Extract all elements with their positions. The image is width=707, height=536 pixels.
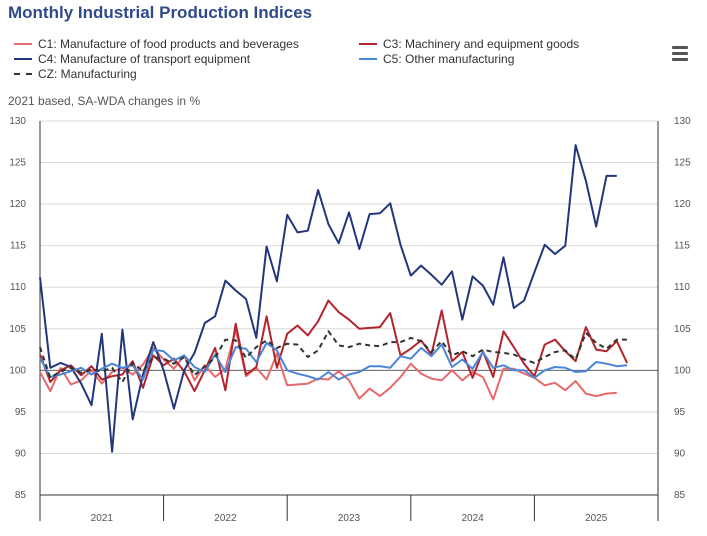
y-tick-label-left: 100 [9, 365, 26, 376]
x-tick-label: 2023 [338, 513, 361, 524]
series-line-4 [39, 330, 628, 383]
y-tick-label-right: 125 [674, 158, 691, 169]
y-tick-label-left: 130 [9, 116, 26, 127]
y-tick-label-right: 105 [674, 324, 691, 335]
y-tick-label-right: 90 [674, 448, 686, 459]
y-tick-label-left: 105 [9, 324, 26, 335]
legend-item-c5[interactable]: C5: Other manufacturing [359, 52, 514, 66]
y-tick-label-right: 115 [674, 241, 690, 252]
series-line-3 [39, 341, 628, 381]
legend-swatch-c5 [359, 58, 377, 60]
legend-label-c4: C4: Manufacture of transport equipment [38, 52, 251, 66]
y-tick-label-right: 120 [674, 199, 691, 210]
legend-swatch-c3 [359, 43, 377, 45]
legend-swatch-c1 [14, 43, 32, 45]
series-line-2 [39, 144, 617, 453]
hamburger-menu-icon[interactable] [670, 46, 690, 62]
chart-subtitle: 2021 based, SA-WDA changes in % [8, 94, 201, 108]
y-tick-label-left: 125 [9, 158, 26, 169]
y-tick-label-left: 120 [9, 199, 26, 210]
y-tick-label-left: 85 [15, 490, 27, 501]
legend-swatch-cz [14, 73, 32, 75]
legend-swatch-c4 [14, 58, 32, 60]
y-tick-label-left: 115 [10, 241, 26, 252]
chart-title: Monthly Industrial Production Indices [8, 3, 313, 22]
x-tick-label: 2024 [461, 513, 484, 524]
legend-label-c5: C5: Other manufacturing [383, 52, 515, 66]
y-tick-label-right: 100 [674, 365, 691, 376]
y-tick-label-right: 95 [674, 407, 686, 418]
legend-item-cz[interactable]: CZ: Manufacturing [14, 67, 137, 81]
y-tick-label-left: 90 [15, 448, 27, 459]
y-tick-label-left: 95 [15, 407, 27, 418]
legend-item-c4[interactable]: C4: Manufacture of transport equipment [14, 52, 250, 66]
legend-label-c3: C3: Machinery and equipment goods [383, 37, 580, 51]
legend-label-cz: CZ: Manufacturing [38, 67, 137, 81]
y-tick-label-left: 110 [10, 282, 26, 293]
y-tick-label-right: 130 [674, 116, 691, 127]
series-line-1 [39, 299, 629, 393]
y-tick-label-right: 110 [674, 282, 690, 293]
legend-label-c1: C1: Manufacture of food products and bev… [38, 37, 299, 51]
y-tick-label-right: 85 [674, 490, 686, 501]
legend-item-c3[interactable]: C3: Machinery and equipment goods [359, 37, 579, 51]
x-tick-label: 2021 [91, 513, 114, 524]
x-tick-label: 2022 [214, 513, 237, 524]
legend-item-c1[interactable]: C1: Manufacture of food products and bev… [14, 37, 299, 51]
x-tick-label: 2025 [585, 513, 608, 524]
